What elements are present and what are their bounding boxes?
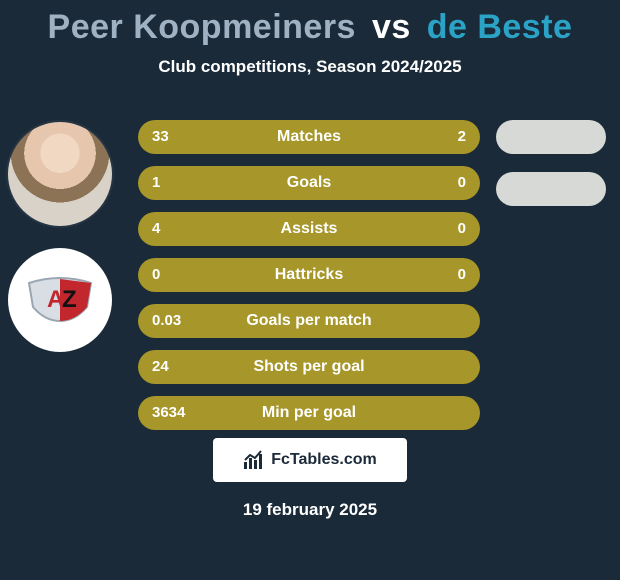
- stat-row: 10Goals: [138, 166, 480, 200]
- stats-table: 332Matches 10Goals 40Assists 00Hattricks 0.0…: [138, 120, 480, 442]
- branding-badge[interactable]: FcTables.com: [213, 438, 407, 482]
- stat-label: Shots per goal: [138, 350, 480, 384]
- stat-label: Goals: [138, 166, 480, 200]
- page-title: Peer Koopmeiners vs de Beste: [0, 0, 620, 47]
- stat-label: Matches: [138, 120, 480, 154]
- player-photo: [8, 122, 112, 226]
- subtitle: Club competitions, Season 2024/2025: [0, 57, 620, 77]
- stat-row: 00Hattricks: [138, 258, 480, 292]
- stat-row: 3634Min per goal: [138, 396, 480, 430]
- stat-row: 24Shots per goal: [138, 350, 480, 384]
- content-root: Peer Koopmeiners vs de Beste Club compet…: [0, 0, 620, 580]
- stat-label: Min per goal: [138, 396, 480, 430]
- stat-row: 40Assists: [138, 212, 480, 246]
- branding-text: FcTables.com: [271, 451, 377, 469]
- opponent-oval: [496, 120, 606, 154]
- stat-label: Hattricks: [138, 258, 480, 292]
- stat-label: Assists: [138, 212, 480, 246]
- logo-letter-z: Z: [62, 286, 77, 313]
- title-player-right: de Beste: [427, 8, 573, 46]
- right-opponent-column: [496, 120, 606, 224]
- club-badge: A Z: [8, 248, 112, 352]
- title-player-left: Peer Koopmeiners: [48, 8, 356, 46]
- left-avatar-column: A Z: [8, 122, 112, 352]
- club-logo-az: A Z: [25, 277, 95, 323]
- opponent-oval: [496, 172, 606, 206]
- stat-label: Goals per match: [138, 304, 480, 338]
- branding-chart-icon: [243, 450, 265, 470]
- title-vs: vs: [372, 8, 411, 46]
- date-text: 19 february 2025: [0, 500, 620, 520]
- stat-row: 332Matches: [138, 120, 480, 154]
- stat-row: 0.03Goals per match: [138, 304, 480, 338]
